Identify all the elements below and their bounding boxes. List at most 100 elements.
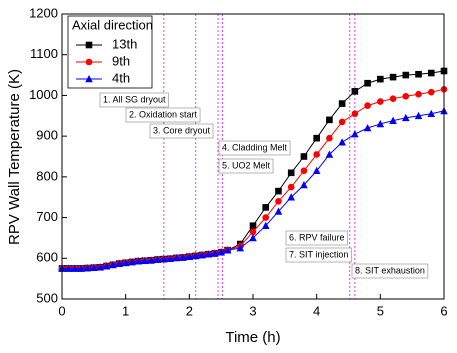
y-tick-label: 600	[36, 250, 58, 265]
marker	[312, 166, 321, 175]
marker	[96, 263, 104, 271]
annotation-box	[285, 230, 348, 246]
marker	[223, 246, 232, 254]
marker	[415, 70, 422, 78]
marker	[427, 109, 436, 118]
annotation: 4. Cladding Melt	[222, 142, 288, 152]
marker	[300, 181, 308, 189]
marker	[300, 167, 308, 175]
annotation-box	[351, 263, 429, 279]
annotation: 1. All SG dryout	[103, 94, 166, 104]
marker	[191, 251, 200, 260]
marker	[262, 204, 270, 211]
legend-label: 4th	[112, 70, 130, 85]
marker	[211, 249, 219, 257]
marker	[338, 118, 346, 126]
marker	[160, 255, 168, 263]
annotation-box	[218, 158, 274, 174]
y-tick-label: 500	[36, 290, 58, 305]
x-tick-label: 1	[122, 303, 129, 318]
series-line	[62, 88, 445, 269]
marker	[326, 134, 333, 142]
marker	[414, 111, 423, 120]
annotation: 5. UO2 Melt	[222, 160, 271, 170]
marker	[166, 254, 175, 262]
marker	[121, 258, 130, 267]
marker	[179, 253, 187, 261]
marker	[287, 183, 295, 191]
marker	[83, 264, 92, 272]
marker	[198, 251, 206, 259]
marker	[287, 169, 295, 177]
annotation-box	[99, 92, 169, 108]
marker	[140, 256, 149, 265]
marker	[377, 98, 384, 105]
marker	[325, 150, 334, 158]
legend-title: Axial direction	[72, 17, 153, 32]
x-tick-label: 0	[58, 303, 65, 318]
annotation: 8. SIT exhaustion	[355, 265, 425, 275]
marker	[153, 255, 162, 263]
plot-frame	[61, 13, 445, 300]
marker	[427, 88, 435, 96]
marker	[376, 119, 385, 128]
marker	[274, 207, 283, 215]
y-axis-label: RPV Wall Temperature (K)	[6, 69, 23, 245]
marker	[351, 130, 359, 138]
marker	[90, 263, 98, 271]
annotation: 3. Core dryout	[153, 125, 211, 135]
legend-label: 13th	[112, 36, 137, 51]
marker	[338, 100, 346, 107]
marker	[389, 95, 397, 102]
y-tick-label: 800	[36, 168, 58, 183]
annotation-box	[125, 107, 201, 123]
marker	[427, 69, 435, 77]
marker	[85, 41, 93, 49]
marker	[377, 75, 384, 83]
marker	[402, 113, 410, 122]
annotation-box	[149, 123, 214, 139]
marker	[249, 228, 257, 236]
x-tick-label: 2	[186, 303, 193, 318]
y-tick-label: 1100	[30, 46, 58, 61]
marker	[351, 110, 359, 118]
marker	[364, 102, 371, 109]
legend-label: 9th	[112, 53, 130, 68]
marker	[389, 116, 397, 124]
marker	[364, 79, 371, 87]
marker	[70, 264, 79, 272]
marker	[64, 264, 73, 272]
annotation: 2. Oxidation start	[129, 109, 198, 119]
marker	[351, 88, 359, 95]
marker	[147, 256, 155, 264]
x-tick-label: 5	[377, 303, 384, 318]
marker	[172, 253, 181, 262]
marker	[249, 222, 257, 230]
marker	[217, 248, 225, 256]
marker	[363, 124, 372, 132]
y-tick-label: 1200	[29, 5, 58, 20]
marker	[313, 151, 320, 158]
marker	[115, 259, 124, 267]
y-tick-label: 900	[36, 128, 58, 143]
marker	[134, 257, 143, 265]
legend-box	[67, 15, 153, 89]
marker	[249, 233, 257, 242]
marker	[262, 214, 270, 221]
marker	[109, 260, 117, 269]
marker	[402, 92, 410, 100]
annotation-box	[285, 247, 352, 263]
annotation: 7. SIT injection	[289, 249, 348, 259]
annotation: 6. RPV failure	[289, 232, 345, 242]
marker	[236, 244, 245, 252]
y-tick-label: 700	[36, 209, 58, 224]
marker	[261, 221, 270, 230]
marker	[300, 153, 308, 160]
annotation-box	[218, 140, 291, 156]
series-line	[62, 110, 445, 269]
x-axis-label: Time (h)	[225, 329, 280, 346]
marker	[326, 116, 333, 124]
marker	[275, 187, 282, 195]
marker	[85, 58, 93, 66]
